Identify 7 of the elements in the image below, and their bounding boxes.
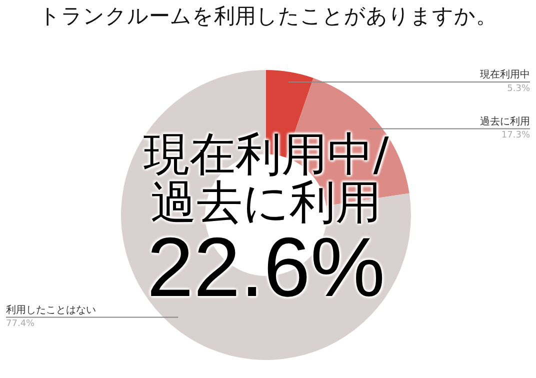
chart-title: トランクルームを利用したことがありますか。 bbox=[38, 3, 498, 30]
data-label: 77.4% bbox=[6, 319, 36, 330]
slice-label: 現在利用中 bbox=[480, 68, 530, 81]
data-label: 5.3% bbox=[507, 84, 530, 94]
data-label: 17.3% bbox=[501, 130, 530, 141]
slice-label: 利用したことはない bbox=[6, 304, 96, 316]
slice-label: 過去に利用 bbox=[480, 115, 530, 128]
